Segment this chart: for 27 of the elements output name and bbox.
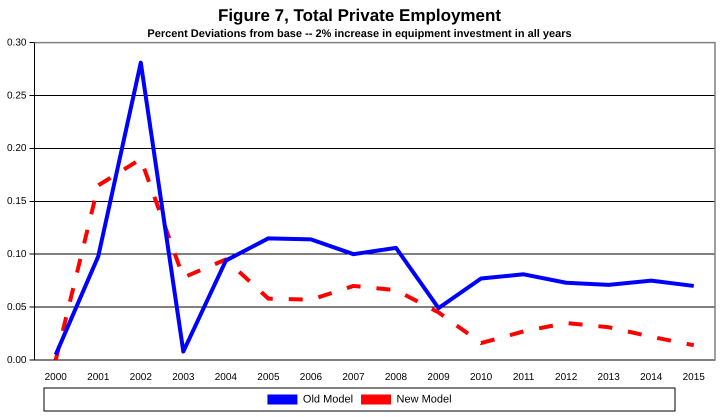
legend-label: New Model: [396, 394, 452, 406]
y-tick-label: 0.15: [6, 196, 27, 208]
chart-subtitle: Percent Deviations from base -- 2% increase in equipment investment in all years: [147, 28, 572, 40]
legend-label: Old Model: [302, 394, 354, 406]
x-tick-label: 2011: [512, 372, 535, 383]
x-tick-label: 2015: [682, 372, 706, 383]
chart-title: Figure 7, Total Private Employment: [218, 6, 502, 25]
y-tick-label: 0.05: [6, 302, 27, 313]
x-tick-label: 2005: [257, 372, 280, 383]
y-tick-label: 0.25: [6, 90, 27, 102]
x-tick-label: 2000: [44, 372, 68, 383]
x-tick-label: 2006: [300, 372, 322, 383]
y-tick-label: 0.20: [6, 143, 27, 154]
x-tick-label: 2003: [172, 372, 195, 383]
y-tick-label: 0.10: [6, 248, 27, 260]
y-tick-label: 0.30: [6, 37, 27, 48]
x-tick-label: 2012: [555, 372, 578, 383]
x-tick-label: 2001: [87, 372, 110, 383]
x-tick-label: 2007: [342, 372, 366, 383]
x-tick-label: 2013: [598, 372, 620, 383]
x-tick-label: 2008: [384, 372, 408, 383]
x-tick-label: 2002: [130, 372, 152, 383]
x-tick-label: 2004: [214, 372, 238, 383]
y-tick-label: 0.00: [6, 354, 27, 366]
x-tick-label: 2014: [640, 372, 663, 383]
x-tick-label: 2010: [470, 372, 493, 383]
x-tick-label: 2009: [427, 372, 450, 383]
